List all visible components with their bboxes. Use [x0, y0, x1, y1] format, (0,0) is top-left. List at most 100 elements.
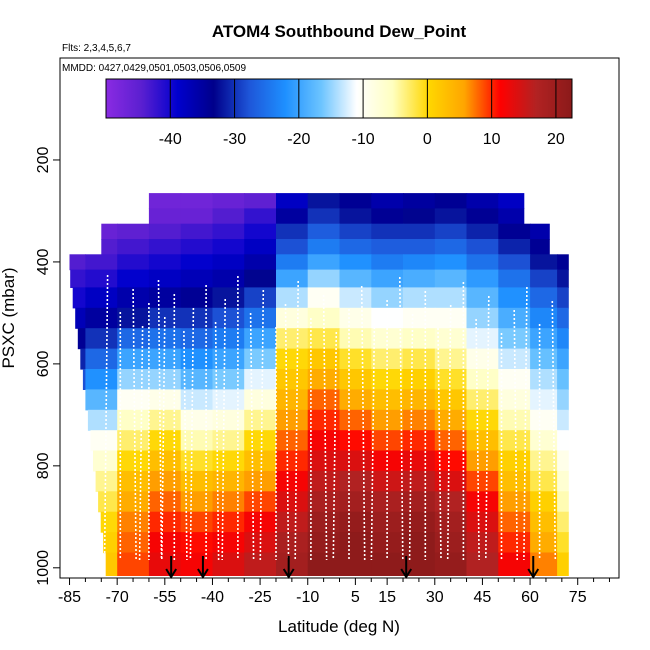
heatmap-cell [180, 307, 214, 329]
heatmap-cell [180, 239, 214, 255]
heatmap-cell [434, 409, 468, 431]
heatmap-cell [117, 430, 150, 452]
heatmap-cell [85, 307, 118, 329]
heatmap-cell [339, 239, 372, 255]
heatmap-cell [180, 409, 214, 431]
heatmap-cell [85, 254, 118, 271]
heatmap-cell [339, 348, 372, 370]
heatmap-cell [180, 552, 214, 576]
heatmap-cell [339, 532, 372, 554]
heatmap-cell [371, 208, 404, 225]
heatmap-cell [530, 223, 550, 240]
heatmap-cell [557, 389, 569, 411]
heatmap-cell [276, 307, 309, 329]
heatmap-cell [371, 193, 404, 209]
profile-track [157, 279, 163, 561]
x-axis-label: Latitude (deg N) [278, 617, 400, 636]
heatmap-cell [498, 287, 531, 309]
heatmap-cell [148, 470, 182, 492]
heatmap-cell [244, 239, 277, 255]
heatmap-cell [180, 389, 214, 411]
heatmap-cell [276, 254, 309, 271]
heatmap-cell [371, 287, 404, 309]
x-axis: -85 -70 -55 -40 -25 -10 5 15 30 45 60 75 [58, 578, 610, 606]
x-tick-label: 5 [351, 589, 360, 606]
heatmap-cell [276, 369, 309, 390]
heatmap-cell [85, 269, 118, 288]
x-tick-label: 30 [426, 589, 444, 606]
heatmap-cell [466, 430, 499, 452]
heatmap-cell [72, 287, 86, 309]
heatmap-cell [434, 532, 468, 554]
heatmap-cell [434, 348, 468, 370]
heatmap-cell [101, 239, 118, 255]
heatmap-cell [307, 269, 341, 288]
heatmap-cell [212, 269, 245, 288]
heatmap-cell [403, 511, 436, 533]
heatmap-cell [148, 532, 182, 554]
heatmap-cell [339, 491, 372, 513]
heatmap-cell [339, 208, 372, 225]
flight-arrow [400, 556, 413, 579]
heatmap-cell [307, 193, 341, 209]
heatmap-cell [87, 409, 118, 431]
heatmap-cell [148, 193, 182, 209]
heatmap-cell [530, 307, 558, 329]
heatmap-cell [212, 287, 245, 309]
heatmap-cell [403, 369, 436, 390]
heatmap-cell [498, 409, 531, 431]
heatmap-cell [244, 193, 277, 209]
x-tick-label: -40 [201, 589, 224, 606]
heatmap-cell [339, 269, 372, 288]
x-tick-label: 15 [378, 589, 396, 606]
heatmap-cell [212, 450, 245, 472]
heatmap-cell [530, 470, 558, 492]
heatmap-cell [180, 450, 214, 472]
heatmap-cell [498, 269, 531, 288]
heatmap-cell [212, 254, 245, 271]
flight-arrow [527, 556, 540, 579]
heatmap-cell [276, 193, 309, 209]
heatmap-cell [403, 254, 436, 271]
heatmap-cell [557, 450, 569, 472]
heatmap-cell [498, 239, 531, 255]
heatmap-cell [498, 552, 531, 576]
heatmap-cell [339, 511, 372, 533]
heatmap-cell [244, 208, 277, 225]
profile-track [138, 325, 144, 561]
heatmap-cell [180, 193, 214, 209]
heatmap-cell [244, 389, 277, 411]
heatmap-cell [276, 450, 309, 472]
heatmap-cell [557, 287, 569, 309]
heatmap-cell [148, 511, 182, 533]
profile-track [322, 294, 328, 561]
heatmap-cell [339, 430, 372, 452]
heatmap-cell [557, 491, 569, 513]
heatmap-cell [530, 409, 558, 431]
heatmap-cell [276, 430, 309, 452]
heatmap-cell [466, 254, 499, 271]
heatmap-cell [498, 491, 531, 513]
heatmap-cell [434, 223, 468, 240]
heatmap-cell [276, 348, 309, 370]
heatmap-cell [85, 389, 118, 411]
heatmap-cell [530, 450, 558, 472]
x-tick-label: 45 [474, 589, 492, 606]
heatmap-cell [212, 193, 245, 209]
heatmap-cell [557, 307, 569, 329]
heatmap-cell [180, 470, 214, 492]
heatmap-cell [75, 307, 86, 329]
heatmap-cell [307, 430, 341, 452]
heatmap-cell [434, 430, 468, 452]
heatmap-cell [90, 430, 118, 452]
heatmap-cell [85, 328, 118, 350]
heatmap-cell [530, 269, 558, 288]
heatmap-cell [498, 254, 531, 271]
heatmap-cell [276, 208, 309, 225]
heatmap-cell [276, 491, 309, 513]
heatmap-cell [148, 223, 182, 240]
heatmap-cell [148, 269, 182, 288]
heatmap-cell [403, 287, 436, 309]
heatmap-cell [371, 369, 404, 390]
heatmap-cell [557, 328, 569, 350]
